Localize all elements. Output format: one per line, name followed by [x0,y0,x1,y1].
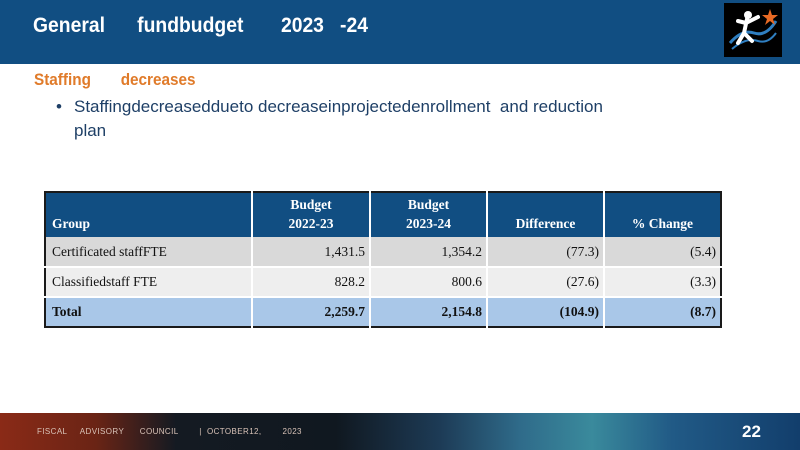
running-figure-star-logo-icon [724,3,782,57]
cell-total-budget-2022-23: 2,259.7 [252,297,371,327]
column-header-budget-2023-24: Budget 2023-24 [370,192,488,237]
cell-total-budget-2023-24: 2,154.8 [370,297,488,327]
cell-total-label: Total [45,297,253,327]
column-header-budget-2022-23: Budget 2022-23 [252,192,371,237]
slide-title: General fundbudget 2023 -24 [33,14,368,37]
footer-bar: FISCAL ADVISORY COUNCIL | OCTOBER12, 202… [0,413,800,450]
section-heading: Staffing decreases [34,70,196,89]
cell-pct-change: (3.3) [604,267,721,298]
cell-budget-2023-24: 1,354.2 [370,237,488,268]
cell-group: Certificated staffFTE [45,237,253,268]
page-number: 22 [742,422,761,441]
table-total-row: Total 2,259.7 2,154.8 (104.9) (8.7) [45,297,721,327]
cell-difference: (27.6) [487,267,605,298]
cell-budget-2022-23: 828.2 [252,267,371,298]
cell-pct-change: (5.4) [604,237,721,268]
column-header-difference: Difference [487,192,605,237]
cell-group: Classifiedstaff FTE [45,267,253,298]
table-header-row: Group Budget 2022-23 Budget 2023-24 Diff… [45,192,721,237]
cell-difference: (77.3) [487,237,605,268]
column-header-pct-change: % Change [604,192,721,237]
column-header-group: Group [45,192,253,237]
cell-total-difference: (104.9) [487,297,605,327]
table-row: Classifiedstaff FTE 828.2 800.6 (27.6) (… [45,267,721,298]
footer-text: FISCAL ADVISORY COUNCIL | OCTOBER12, 202… [37,427,302,436]
staffing-table: Group Budget 2022-23 Budget 2023-24 Diff… [44,191,722,328]
cell-budget-2023-24: 800.6 [370,267,488,298]
bullet-text: Staffingdecreaseddueto decreaseinproject… [74,97,613,140]
cell-budget-2022-23: 1,431.5 [252,237,371,268]
bullet-dot-icon: • [56,97,62,116]
cell-total-pct-change: (8.7) [604,297,721,327]
table-row: Certificated staffFTE 1,431.5 1,354.2 (7… [45,237,721,268]
header-bar: General fundbudget 2023 -24 [0,0,800,64]
